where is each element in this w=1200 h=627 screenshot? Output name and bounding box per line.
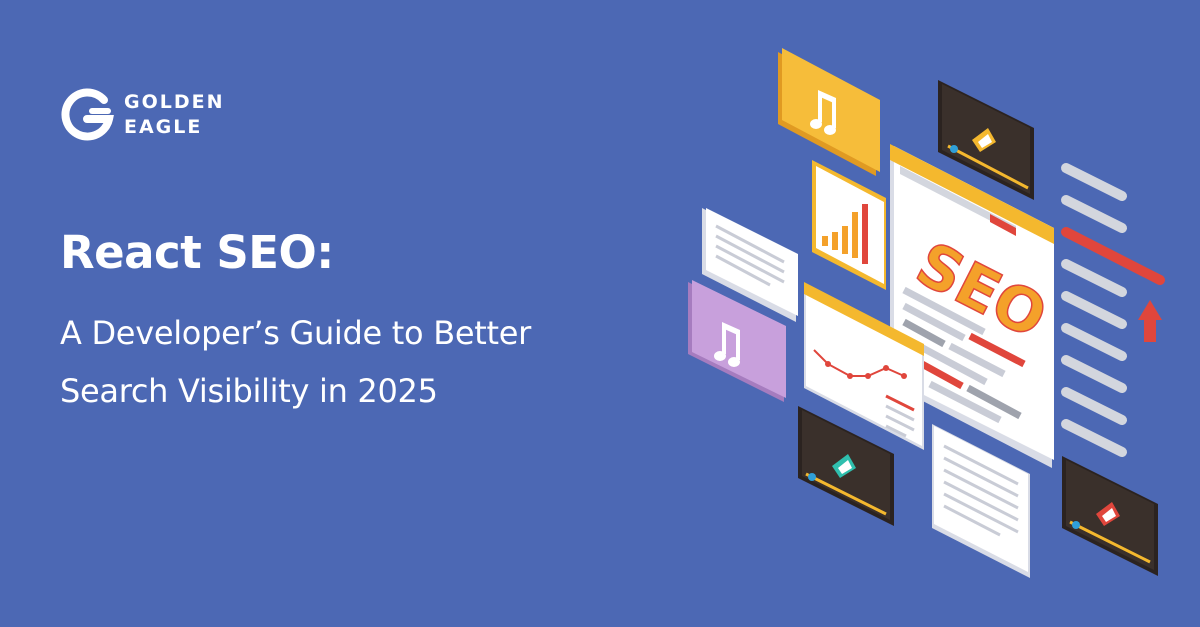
- seo-document: SEO: [890, 144, 1058, 468]
- subtitle-line-2: Search Visibility in 2025: [60, 372, 438, 410]
- video-play-icon-3: [1096, 502, 1120, 526]
- video-panel-bottom-right: [1062, 456, 1158, 576]
- brand-line-2: EAGLE: [124, 116, 203, 138]
- video-panel-top: [938, 80, 1034, 200]
- line-chart-icon: [813, 349, 905, 377]
- line-chart-card: [804, 282, 924, 450]
- arrow-up-icon: [1138, 300, 1162, 342]
- video-play-icon-2: [832, 454, 856, 478]
- text-card-bottom: [932, 424, 1030, 578]
- video-panel-bottom-left: [798, 406, 894, 526]
- music-note-icon: [810, 90, 836, 135]
- golden-eagle-logo-icon: [61, 88, 114, 141]
- brand-line-1: GOLDEN: [124, 91, 225, 113]
- subtitle-line-1: A Developer’s Guide to Better: [60, 314, 531, 352]
- music-card-top: [778, 48, 880, 176]
- music-note-icon-2: [714, 322, 740, 367]
- text-card-left: [702, 208, 798, 322]
- brand-wordmark: GOLDEN EAGLE: [124, 93, 225, 137]
- video-play-icon: [972, 128, 996, 152]
- brand-logo[interactable]: GOLDEN EAGLE: [58, 86, 225, 144]
- bar-chart-card: [812, 160, 886, 290]
- page-subtitle: A Developer’s Guide to Better Search Vis…: [60, 304, 531, 420]
- music-card-lavender: [688, 280, 786, 402]
- bar-chart-icon: [822, 204, 868, 264]
- ranking-bars: [1061, 163, 1165, 457]
- page-title: React SEO:: [60, 226, 334, 279]
